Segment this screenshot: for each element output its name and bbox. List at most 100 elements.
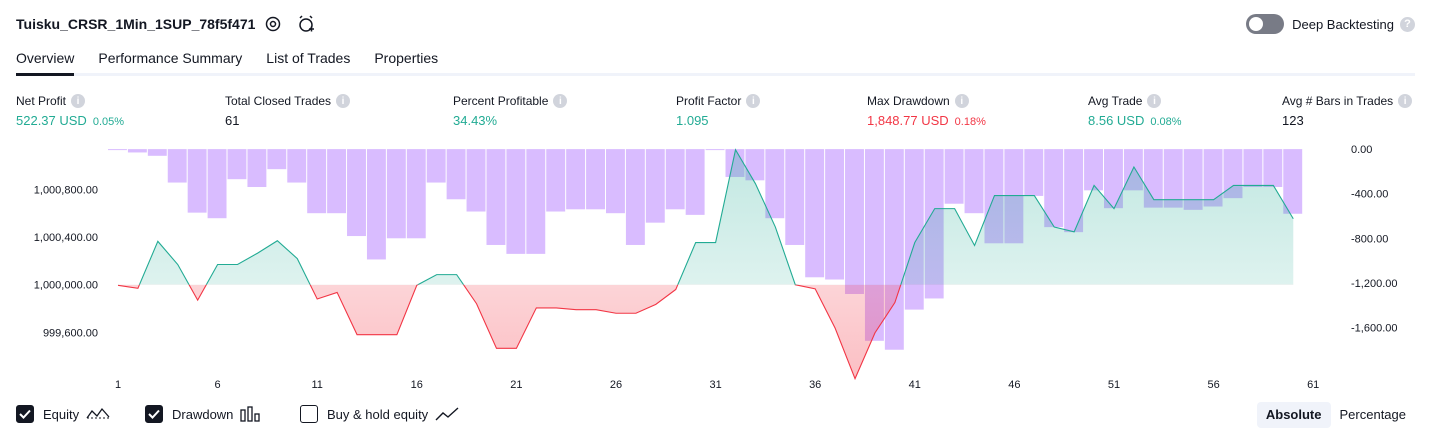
info-icon[interactable]: i: [746, 94, 761, 108]
deep-backtesting-label: Deep Backtesting: [1292, 16, 1394, 32]
checkbox-label: Drawdown: [172, 406, 234, 422]
equity-series: [117, 148, 1294, 381]
tab-overview[interactable]: Overview: [16, 46, 75, 76]
x-axis: 1 6 11 16 21 26 31 36 41 46 51 56 61: [115, 379, 1319, 391]
view-mode-switch: Absolute Percentage: [1256, 402, 1415, 428]
x-axis-tick-label: 31: [709, 379, 721, 391]
drawdown-bar: [1163, 149, 1183, 208]
metric-label: Profit Factor: [676, 94, 742, 108]
drawdown-bar: [108, 149, 127, 151]
drawdown-bar: [645, 149, 665, 223]
metric-value: 1.095: [676, 113, 709, 128]
drawdown-bar: [546, 149, 566, 212]
drawdown-bar: [964, 149, 984, 214]
drawdown-bar: [506, 149, 526, 254]
metric-value: 8.56 USD: [1088, 113, 1145, 128]
drawdown-checkbox-item[interactable]: Drawdown: [145, 402, 262, 426]
drawdown-bar: [1283, 149, 1303, 214]
tab-list-of-trades[interactable]: List of Trades: [266, 50, 351, 66]
metric-profit-factor: Profit Factor i 1.095: [676, 94, 761, 128]
buy-hold-checkbox[interactable]: [300, 405, 318, 423]
right-axis: 0.00 -400.00 -800.00 -1,200.00 -1,600.00: [1351, 144, 1397, 334]
drawdown-bar: [147, 149, 167, 156]
info-icon[interactable]: i: [1398, 94, 1413, 108]
help-icon[interactable]: ?: [1400, 16, 1415, 32]
x-axis-tick-label: 36: [809, 379, 821, 391]
drawdown-bar: [765, 149, 785, 219]
buy-hold-checkbox-item[interactable]: Buy & hold equity: [300, 402, 459, 426]
metric-net-profit: Net Profit i 522.37 USD 0.05%: [16, 94, 124, 128]
equity-area-profit: [118, 149, 1294, 285]
drawdown-bar: [785, 149, 805, 245]
tab-properties[interactable]: Properties: [374, 50, 439, 66]
drawdown-bar: [586, 149, 605, 210]
metric-value: 34.43%: [453, 113, 498, 128]
metric-avg-bars-in-trades: Avg # Bars in Trades i 123: [1282, 94, 1413, 128]
deep-backtesting-toggle[interactable]: [1246, 14, 1285, 34]
drawdown-bar: [884, 149, 904, 350]
left-axis-tick-label: 999,600.00: [43, 327, 98, 339]
metric-label: Avg # Bars in Trades: [1282, 94, 1394, 108]
drawdown-bar: [904, 149, 924, 310]
drawdown-bar: [207, 149, 227, 219]
metric-total-closed-trades: Total Closed Trades i 61: [225, 94, 351, 128]
toggle-knob: [1249, 17, 1264, 31]
metric-value: 522.37 USD: [16, 113, 87, 128]
drawdown-bar: [1064, 149, 1084, 233]
drawdown-bar: [566, 149, 586, 210]
drawdown-checkbox[interactable]: [145, 405, 163, 423]
drawdown-bar: [327, 149, 347, 214]
drawdown-bar: [426, 149, 446, 183]
chart-footer: Equity Drawdown Buy & hold equity Absolu…: [16, 402, 1415, 428]
metric-max-drawdown: Max Drawdown i 1,848.77 USD 0.18%: [867, 94, 986, 128]
info-icon[interactable]: i: [954, 94, 969, 108]
drawdown-bar: [685, 149, 705, 215]
right-axis-tick-label: -1,200.00: [1351, 278, 1397, 290]
metric-label: Max Drawdown: [867, 94, 950, 108]
strategy-name: Tuisku_CRSR_1Min_1SUP_78f5f471: [16, 16, 256, 32]
drawdown-bar: [805, 149, 825, 278]
drawdown-bar: [944, 149, 964, 204]
equity-checkbox-item[interactable]: Equity: [16, 402, 110, 426]
info-icon[interactable]: i: [1147, 94, 1162, 108]
x-axis-tick-label: 61: [1307, 379, 1319, 391]
metric-value: 1,848.77 USD: [867, 113, 949, 128]
drawdown-bars-icon: [240, 406, 261, 422]
strategy-header: Tuisku_CRSR_1Min_1SUP_78f5f471 Deep Back…: [16, 12, 1415, 36]
drawdown-bar: [705, 149, 725, 151]
info-icon[interactable]: i: [71, 94, 86, 108]
trend-line-icon: [435, 407, 459, 421]
drawdown-bar: [1024, 149, 1044, 196]
drawdown-bar: [127, 149, 147, 153]
x-axis-tick-label: 16: [411, 379, 423, 391]
deep-backtesting-control: Deep Backtesting ?: [1246, 13, 1415, 35]
equity-area-loss: [118, 284, 901, 379]
metric-percent: 0.18%: [954, 116, 986, 128]
add-alarm-icon[interactable]: [296, 14, 316, 34]
metric-value: 123: [1282, 113, 1304, 128]
metrics-row: Net Profit i 522.37 USD 0.05% Total Closed…: [16, 94, 1415, 130]
x-axis-tick-label: 21: [510, 379, 522, 391]
equity-drawdown-chart[interactable]: 1,000,800.00 1,000,400.00 1,000,000.00 999,…: [0, 140, 1431, 396]
info-icon[interactable]: i: [553, 94, 568, 108]
equity-line-profit: [138, 148, 1294, 285]
drawdown-bar: [366, 149, 386, 260]
x-axis-tick-label: 26: [610, 379, 622, 391]
equity-checkbox[interactable]: [16, 405, 34, 423]
drawdown-bar: [406, 149, 426, 239]
metric-percent: 0.08%: [1150, 116, 1182, 128]
percentage-button[interactable]: Percentage: [1339, 407, 1407, 422]
checkbox-label: Equity: [43, 406, 80, 422]
x-axis-tick-label: 41: [909, 379, 921, 391]
x-axis-tick-label: 6: [215, 379, 221, 391]
absolute-button[interactable]: Absolute: [1256, 402, 1331, 428]
drawdown-bar: [665, 149, 685, 210]
drawdown-bar: [347, 149, 366, 237]
drawdown-bar: [745, 149, 765, 181]
metric-avg-trade: Avg Trade i 8.56 USD 0.08%: [1088, 94, 1182, 128]
gear-icon[interactable]: [263, 14, 283, 34]
tab-performance-summary[interactable]: Performance Summary: [98, 50, 243, 66]
drawdown-bar: [825, 149, 845, 280]
drawdown-bar: [167, 149, 187, 183]
info-icon[interactable]: i: [336, 94, 351, 108]
